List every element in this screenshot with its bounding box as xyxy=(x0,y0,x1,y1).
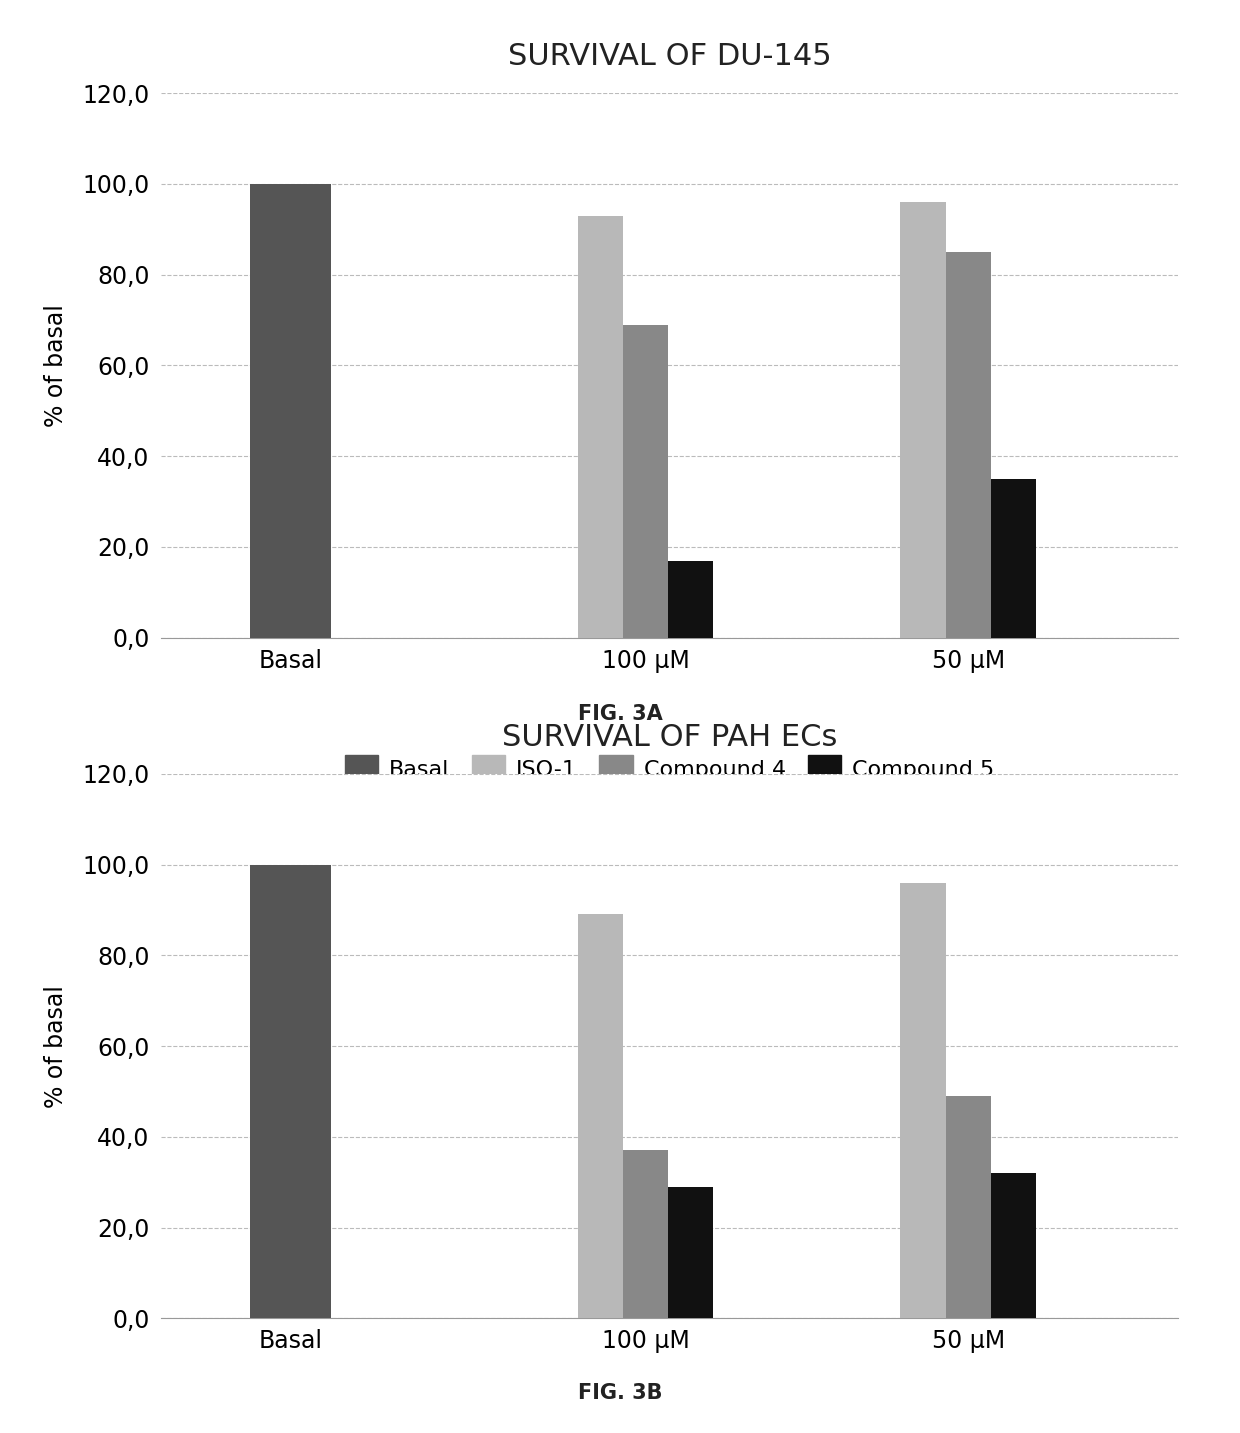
Bar xyxy=(249,183,331,638)
Title: SURVIVAL OF PAH ECs: SURVIVAL OF PAH ECs xyxy=(502,724,837,752)
Bar xyxy=(991,479,1035,638)
Bar xyxy=(622,325,668,638)
Bar xyxy=(249,864,331,1318)
Title: SURVIVAL OF DU-145: SURVIVAL OF DU-145 xyxy=(508,43,831,72)
Text: FIG. 3A: FIG. 3A xyxy=(578,704,662,724)
Legend: Basal, ISO-1, Compound 4, Compound 5: Basal, ISO-1, Compound 4, Compound 5 xyxy=(336,747,1003,790)
Legend: Basal, ISO-1, Compound 4, Compound 5: Basal, ISO-1, Compound 4, Compound 5 xyxy=(336,1427,1003,1433)
Bar xyxy=(946,1096,991,1318)
Text: FIG. 3B: FIG. 3B xyxy=(578,1383,662,1403)
Y-axis label: % of basal: % of basal xyxy=(45,984,68,1108)
Bar xyxy=(578,215,622,638)
Bar xyxy=(668,560,713,638)
Bar xyxy=(946,252,991,638)
Bar xyxy=(578,914,622,1318)
Bar xyxy=(900,883,946,1318)
Bar xyxy=(622,1151,668,1318)
Y-axis label: % of basal: % of basal xyxy=(45,304,68,427)
Bar xyxy=(991,1174,1035,1318)
Bar xyxy=(668,1187,713,1318)
Bar xyxy=(900,202,946,638)
